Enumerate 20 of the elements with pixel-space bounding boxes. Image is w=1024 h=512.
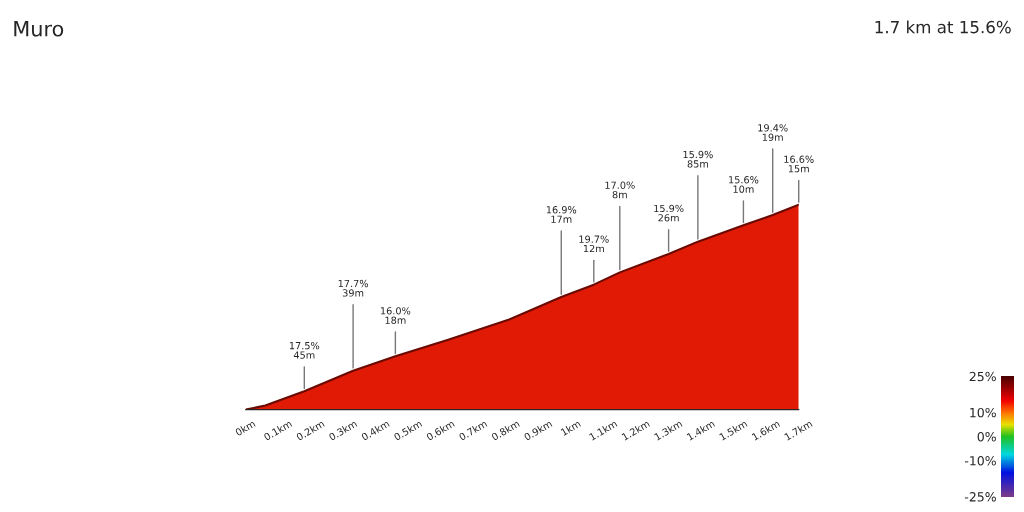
text: Muro bbox=[14, 21, 64, 37]
annotation: 17.5% 45m bbox=[289, 341, 320, 359]
color-bar-label: 10% bbox=[970, 407, 996, 418]
annotation: 16.6% 15m bbox=[784, 155, 814, 173]
annotation: 17.7% 39m bbox=[338, 279, 369, 297]
annotation: 16.0% 18m bbox=[381, 307, 411, 324]
annotation: 15.9% 85m bbox=[683, 150, 713, 168]
x-tick-label: 1km bbox=[560, 419, 581, 436]
annotation: 17.0% 8m bbox=[605, 181, 635, 199]
color-bar-label: -25% bbox=[964, 492, 996, 502]
color-bar-label: -10% bbox=[964, 456, 996, 466]
annotation: 15.6% 10m bbox=[729, 176, 759, 193]
text: 1.7 km at 15.6% bbox=[875, 20, 1011, 34]
annotation: 19.7% 12m bbox=[579, 235, 609, 253]
x-tick-label: 0km bbox=[234, 419, 256, 437]
annotation: 19.4% 19m bbox=[758, 124, 788, 141]
annotation: 15.9% 26m bbox=[654, 204, 684, 222]
color-bar-label: 0% bbox=[977, 431, 996, 442]
color-bar-label: 25% bbox=[969, 371, 996, 382]
annotation: 16.9% 17m bbox=[546, 206, 577, 223]
